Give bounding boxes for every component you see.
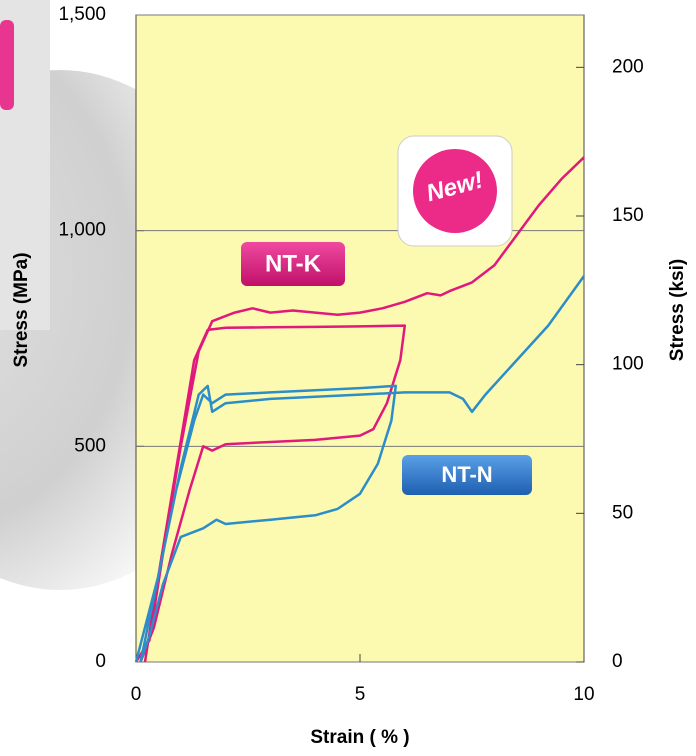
new-badge: New! — [397, 135, 513, 247]
series-line — [134, 156, 585, 663]
y-tick-label: 1,500 — [58, 4, 106, 25]
y2-tick-label: 0 — [612, 651, 623, 672]
y-tick-label: 0 — [95, 651, 106, 672]
x-tick-label: 10 — [573, 684, 594, 705]
y-tick-label: 1,000 — [58, 220, 106, 241]
y2-tick-label: 100 — [612, 354, 644, 375]
x-tick-label: 5 — [355, 684, 366, 705]
plot-area — [135, 14, 585, 663]
y2-tick-label: 150 — [612, 205, 644, 226]
series-label: NT-K — [265, 250, 322, 277]
series-label: NT-N — [441, 462, 492, 487]
label-box — [241, 242, 345, 286]
y-tick-label: 500 — [74, 435, 106, 456]
x-axis-title: Strain ( % ) — [310, 727, 409, 748]
y2-tick-label: 200 — [612, 56, 644, 77]
label-box — [402, 455, 532, 495]
y2-axis-title: Stress (ksi) — [667, 259, 688, 361]
y-axis-title: Stress (MPa) — [11, 252, 32, 367]
series-line — [134, 275, 586, 663]
x-tick-label: 0 — [131, 684, 142, 705]
y2-tick-label: 50 — [612, 502, 633, 523]
